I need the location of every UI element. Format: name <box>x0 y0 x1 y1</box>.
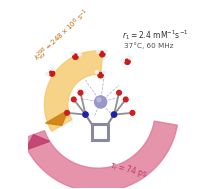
Circle shape <box>78 90 83 95</box>
Circle shape <box>71 52 74 55</box>
Circle shape <box>65 111 69 115</box>
Circle shape <box>104 50 107 53</box>
Polygon shape <box>44 51 103 131</box>
Circle shape <box>103 71 106 74</box>
Polygon shape <box>25 135 50 150</box>
Circle shape <box>128 56 131 59</box>
Circle shape <box>100 51 105 57</box>
Circle shape <box>123 97 128 102</box>
Text: $k_{ex}^{298}=248\times10^{6}\ \mathsf{s}^{-1}$: $k_{ex}^{298}=248\times10^{6}\ \mathsf{s… <box>32 7 93 65</box>
Circle shape <box>49 71 55 76</box>
Circle shape <box>73 54 78 59</box>
Circle shape <box>121 59 124 62</box>
Text: $r_1=2.4\ \mathsf{mM}^{-1}\mathsf{s}^{-1}$: $r_1=2.4\ \mathsf{mM}^{-1}\mathsf{s}^{-1… <box>122 28 189 42</box>
Text: 37°C, 60 MHz: 37°C, 60 MHz <box>124 43 173 49</box>
Circle shape <box>130 111 135 115</box>
Circle shape <box>51 67 54 70</box>
Circle shape <box>97 98 101 102</box>
Circle shape <box>97 50 100 53</box>
Circle shape <box>125 59 130 64</box>
Text: $\tau_r=74\ \mathsf{ps}$: $\tau_r=74\ \mathsf{ps}$ <box>108 159 149 181</box>
Polygon shape <box>45 110 68 125</box>
Circle shape <box>71 97 76 102</box>
Circle shape <box>83 112 88 117</box>
Polygon shape <box>23 121 177 189</box>
Circle shape <box>95 71 98 74</box>
Circle shape <box>111 112 117 117</box>
Circle shape <box>95 96 107 108</box>
Circle shape <box>46 73 49 76</box>
Circle shape <box>117 90 121 95</box>
Circle shape <box>78 53 81 56</box>
Circle shape <box>98 72 103 78</box>
